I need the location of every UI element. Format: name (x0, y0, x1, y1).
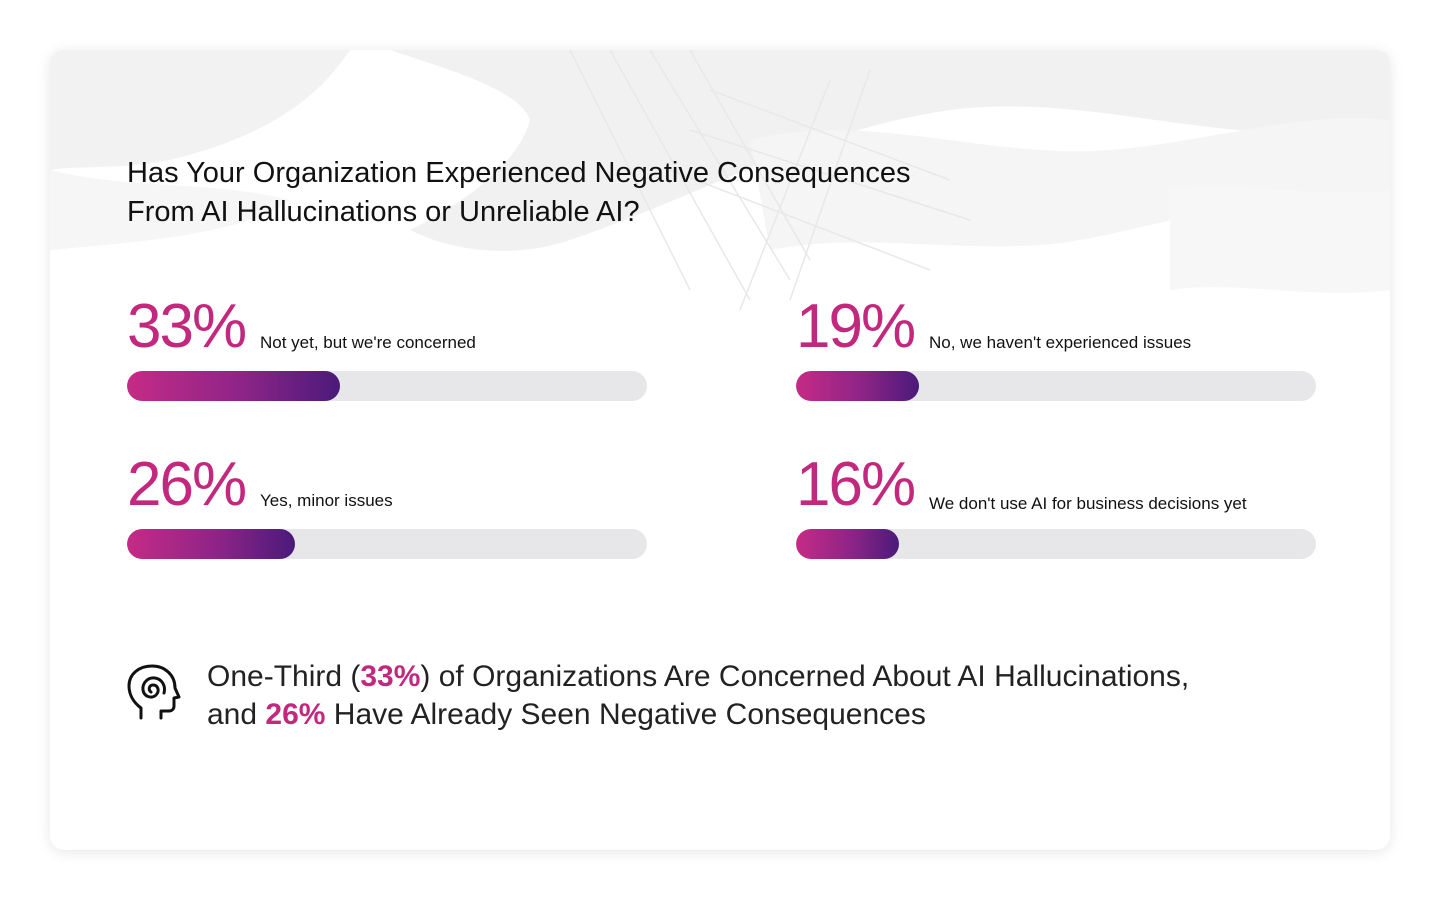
bar-track (796, 529, 1316, 559)
bar-chart: 33% Not yet, but we're concerned 19% No, we… (50, 50, 1390, 610)
data-label: 19% (796, 292, 916, 361)
infographic-card: Has Your Organization Experienced Negati… (50, 50, 1390, 850)
head-spiral-icon (127, 664, 181, 720)
stat-yes-minor-issues: 26% Yes, minor issues (127, 454, 647, 564)
stat-we-don-t-use-ai-for-business-decisions-yet: 16% We don't use AI for business decision… (796, 454, 1316, 564)
summary-text-part-4: Have Already Seen Negative Consequences (325, 698, 926, 731)
summary-footer: One-Third (33%) of Organizations Are Con… (127, 654, 1347, 744)
chart-title: Has Your Organization Experienced Negati… (127, 154, 1107, 232)
summary-highlight-33: 33% (360, 660, 421, 693)
stat-no-we-haven-t-experienced-issues: 19% No, we haven't experienced issues (796, 296, 1316, 406)
stat-not-yet-but-we-re-concerned: 33% Not yet, but we're concerned (127, 296, 647, 406)
data-label: 33% (127, 292, 247, 361)
category-label: Not yet, but we're concerned (260, 333, 476, 352)
bar (796, 371, 919, 401)
category-label: Yes, minor issues (260, 491, 393, 510)
bar (796, 529, 899, 559)
bar (127, 529, 295, 559)
data-label: 26% (127, 450, 247, 519)
summary-text: One-Third (33%) of Organizations Are Con… (207, 658, 1347, 734)
title-line-1: Has Your Organization Experienced Negati… (127, 157, 911, 189)
data-label: 16% (796, 450, 916, 519)
summary-highlight-26: 26% (265, 698, 326, 731)
summary-text-part-3: and (207, 698, 266, 731)
bar-track (127, 371, 647, 401)
bar (127, 371, 340, 401)
bar-track (796, 371, 1316, 401)
bar-track (127, 529, 647, 559)
summary-text-part-1: One-Third ( (207, 660, 361, 693)
category-label: We don't use AI for business decisions y… (929, 494, 1247, 513)
title-line-2: From AI Hallucinations or Unreliable AI? (127, 196, 640, 228)
summary-text-part-2: ) of Organizations Are Concerned About A… (420, 660, 1190, 693)
category-label: No, we haven't experienced issues (929, 333, 1192, 352)
